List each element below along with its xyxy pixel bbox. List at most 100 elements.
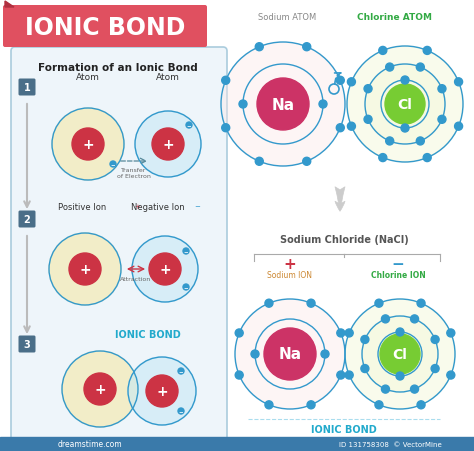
FancyBboxPatch shape [18,79,36,96]
Ellipse shape [365,65,445,145]
Circle shape [336,124,344,133]
Circle shape [255,44,263,51]
Circle shape [396,372,404,380]
Circle shape [431,365,439,373]
Text: −: − [179,409,183,414]
Ellipse shape [135,112,201,178]
Circle shape [257,79,309,131]
Circle shape [265,401,273,409]
Circle shape [152,129,184,161]
FancyBboxPatch shape [18,211,36,228]
Circle shape [379,47,387,55]
Ellipse shape [62,351,138,427]
Text: Cl: Cl [398,98,412,112]
Text: Cl: Cl [392,347,408,361]
Circle shape [401,125,409,133]
Text: Chlorine ION: Chlorine ION [371,271,425,280]
Circle shape [183,285,189,290]
Text: Na: Na [272,97,294,112]
Circle shape [222,124,230,133]
Circle shape [417,299,425,308]
Circle shape [431,336,439,344]
Text: −: − [184,285,188,290]
Circle shape [416,64,424,72]
Ellipse shape [345,299,455,409]
Circle shape [303,158,311,166]
Text: IONIC BOND: IONIC BOND [25,16,185,40]
Circle shape [72,129,104,161]
Circle shape [386,138,394,146]
Circle shape [382,315,390,323]
Text: +: + [94,382,106,396]
Text: −: − [184,249,188,254]
Circle shape [375,299,383,308]
Ellipse shape [128,357,196,425]
Text: +: + [159,262,171,276]
Text: ID 131758308  © VectorMine: ID 131758308 © VectorMine [338,441,441,447]
Text: −: − [111,162,115,167]
Circle shape [146,375,178,407]
Circle shape [337,329,345,337]
Circle shape [361,336,369,344]
Circle shape [385,85,425,125]
Circle shape [438,86,446,93]
Circle shape [235,329,243,337]
Circle shape [347,78,356,87]
Circle shape [307,299,315,308]
Text: IONIC BOND: IONIC BOND [115,329,181,339]
Bar [0,437,474,451]
Text: Sodium Chloride (NaCl): Sodium Chloride (NaCl) [280,235,409,244]
Text: −: − [194,203,200,210]
Circle shape [183,249,189,254]
Circle shape [84,373,116,405]
Circle shape [380,334,420,374]
Circle shape [410,385,419,393]
Text: Negative Ion: Negative Ion [131,203,185,212]
Text: IONIC BOND: IONIC BOND [311,424,377,434]
Ellipse shape [132,236,198,302]
Circle shape [423,154,431,162]
Ellipse shape [347,47,463,163]
Ellipse shape [221,43,345,166]
Circle shape [235,371,243,379]
Text: −: − [392,257,404,272]
FancyBboxPatch shape [3,6,207,48]
Text: 1: 1 [24,83,30,93]
Circle shape [396,328,404,336]
Circle shape [386,64,394,72]
Circle shape [382,385,390,393]
Text: +: + [156,384,168,398]
Circle shape [455,123,463,131]
Circle shape [364,86,372,93]
Ellipse shape [235,299,345,409]
Circle shape [264,328,316,380]
Circle shape [455,78,463,87]
Ellipse shape [52,109,124,180]
Circle shape [423,47,431,55]
Circle shape [255,158,263,166]
Circle shape [321,350,329,358]
Circle shape [447,329,455,337]
Circle shape [345,329,353,337]
Text: Formation of an Ionic Bond: Formation of an Ionic Bond [38,63,198,73]
Circle shape [251,350,259,358]
Circle shape [336,77,344,85]
Circle shape [337,371,345,379]
Circle shape [178,408,184,414]
Circle shape [361,365,369,373]
FancyBboxPatch shape [18,336,36,353]
Circle shape [186,123,192,129]
Text: Sodium ION: Sodium ION [267,271,312,280]
Circle shape [222,77,230,85]
Text: +: + [283,257,296,272]
Ellipse shape [362,316,438,392]
Text: +: + [82,138,94,152]
FancyBboxPatch shape [11,48,227,447]
Text: −: − [187,123,191,128]
Circle shape [410,315,419,323]
Text: dreamstime.com: dreamstime.com [58,440,122,448]
Text: Atom: Atom [156,74,180,83]
Circle shape [379,154,387,162]
Circle shape [110,161,116,168]
Text: −: − [179,368,183,374]
